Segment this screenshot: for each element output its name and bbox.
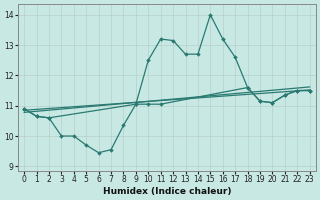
X-axis label: Humidex (Indice chaleur): Humidex (Indice chaleur) — [103, 187, 231, 196]
